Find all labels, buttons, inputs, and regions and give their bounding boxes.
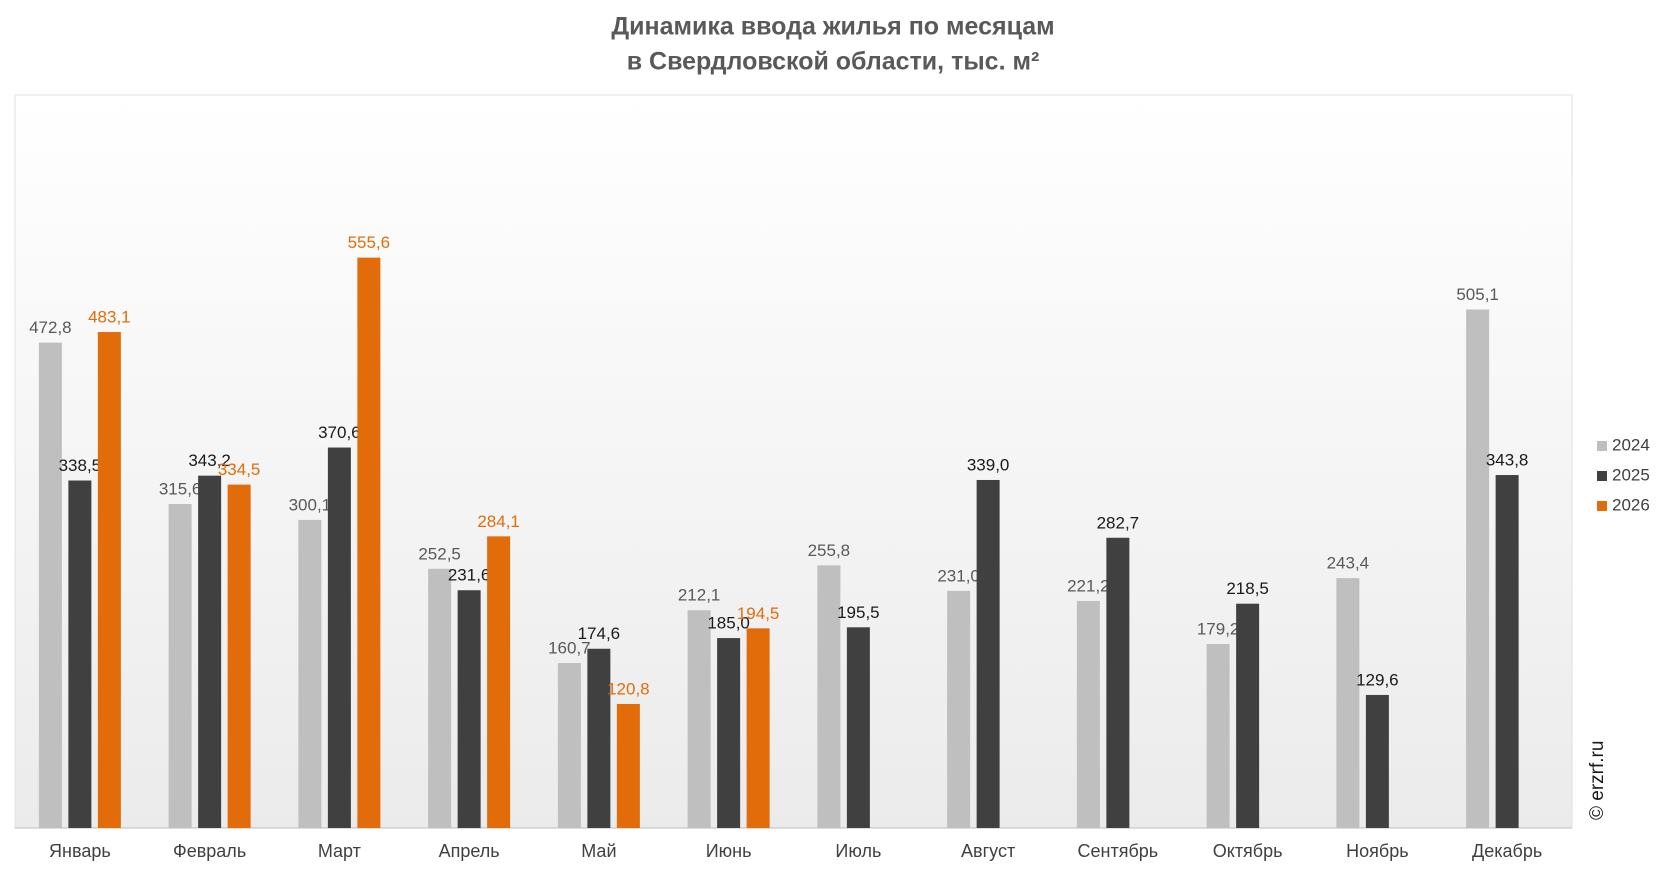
value-label: 282,7	[1097, 513, 1140, 532]
bar	[976, 479, 1000, 828]
x-tick-label: Август	[961, 841, 1015, 861]
value-label: 315,6	[159, 479, 202, 498]
value-label: 555,6	[348, 233, 391, 252]
bar	[746, 628, 770, 828]
chart-title: в Свердловской области, тыс. м²	[627, 48, 1040, 76]
value-label: 300,1	[289, 495, 332, 514]
bar	[457, 590, 481, 828]
value-label: 284,1	[477, 512, 520, 531]
bar	[717, 638, 741, 828]
x-tick-label: Апрель	[439, 841, 500, 861]
value-label: 179,2	[1197, 620, 1240, 639]
bar	[298, 519, 322, 828]
value-label: 338,5	[59, 456, 102, 475]
value-label: 120,8	[607, 679, 650, 698]
plot-area	[14, 94, 1573, 829]
legend-label: 2025	[1612, 465, 1650, 484]
value-label: 343,8	[1486, 451, 1529, 470]
legend-swatch	[1597, 501, 1607, 511]
value-label: 370,6	[318, 423, 361, 442]
x-tick-label: Февраль	[173, 841, 246, 861]
bar	[487, 536, 511, 828]
x-tick-label: Июль	[835, 841, 881, 861]
x-tick-label: Январь	[49, 841, 111, 861]
value-label: 483,1	[88, 308, 131, 327]
value-label: 505,1	[1456, 285, 1499, 304]
bar	[1466, 309, 1490, 828]
chart-title: Динамика ввода жилья по месяцам	[611, 13, 1054, 41]
x-tick-label: Ноябрь	[1346, 841, 1408, 861]
x-tick-label: Декабрь	[1472, 841, 1542, 861]
bar	[428, 568, 452, 828]
source: © erzrf.ru	[1587, 741, 1608, 820]
bar	[846, 627, 870, 828]
bar	[687, 610, 711, 828]
x-tick-label: Май	[581, 841, 616, 861]
bar	[227, 484, 251, 828]
value-label: 212,1	[678, 586, 721, 605]
bar	[557, 663, 581, 828]
value-label: 231,6	[448, 566, 491, 585]
value-label: 221,2	[1067, 576, 1110, 595]
value-label: 195,5	[837, 603, 880, 622]
value-label: 252,5	[418, 544, 461, 563]
legend-swatch	[1597, 441, 1607, 451]
value-label: 218,5	[1226, 579, 1269, 598]
value-label: 129,6	[1356, 670, 1399, 689]
value-label: 174,6	[578, 624, 621, 643]
bar	[1106, 537, 1130, 828]
value-label: 339,0	[967, 455, 1010, 474]
value-label: 160,7	[548, 639, 591, 658]
legend-label: 2024	[1612, 435, 1650, 454]
legend-swatch	[1597, 471, 1607, 481]
value-label: 231,0	[937, 566, 980, 585]
bar	[97, 332, 121, 828]
bar	[1336, 578, 1360, 828]
bar	[587, 648, 611, 828]
x-tick-label: Сентябрь	[1078, 841, 1159, 861]
bar	[616, 703, 640, 828]
bar	[1495, 475, 1519, 828]
x-tick-label: Март	[318, 841, 361, 861]
value-label: 334,5	[218, 460, 261, 479]
bar	[68, 480, 92, 828]
value-label: 243,4	[1327, 554, 1370, 573]
legend-label: 2026	[1612, 495, 1650, 514]
bar	[1365, 694, 1389, 828]
value-label: 472,8	[29, 318, 72, 337]
value-label: 185,0	[707, 614, 750, 633]
bar	[327, 447, 351, 828]
bar	[1206, 644, 1230, 828]
bar	[168, 504, 192, 828]
bar	[357, 257, 381, 828]
x-tick-label: Октябрь	[1213, 841, 1283, 861]
x-tick-label: Июнь	[706, 841, 752, 861]
bar	[198, 475, 222, 828]
bar	[1236, 603, 1260, 828]
bar	[947, 590, 971, 828]
bar	[38, 342, 62, 828]
bar	[817, 565, 841, 828]
value-label: 343,2	[188, 451, 231, 470]
value-label: 194,5	[737, 604, 780, 623]
bar	[1076, 600, 1100, 828]
value-label: 255,8	[808, 541, 851, 560]
